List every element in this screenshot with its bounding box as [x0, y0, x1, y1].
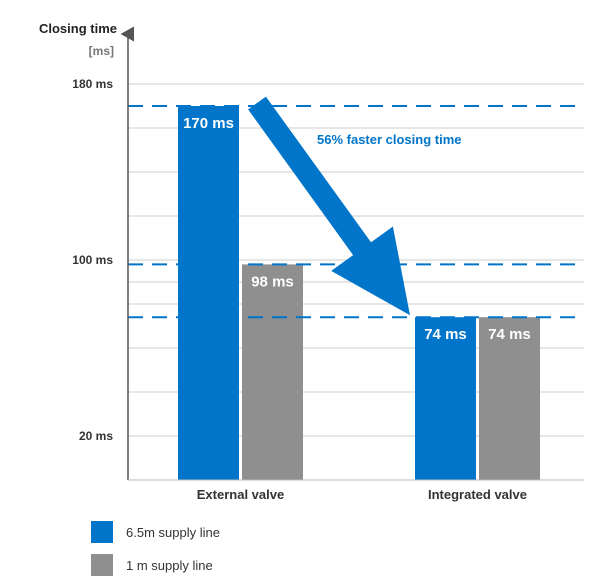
- bar: [479, 317, 540, 480]
- y-tick-label: 20 ms: [79, 429, 113, 443]
- data-label: 170 ms: [183, 115, 234, 132]
- bar: [178, 106, 239, 480]
- y-tick-label: 180 ms: [72, 77, 113, 91]
- data-label: 98 ms: [251, 273, 294, 290]
- data-labels: 170 ms 98 ms 74 ms 74 ms: [183, 115, 531, 343]
- arrow-layer: [248, 96, 410, 316]
- annotation-text: 56% faster closing time: [317, 132, 462, 147]
- data-label: 74 ms: [488, 326, 531, 343]
- bar: [415, 317, 476, 480]
- legend-swatch-6-5m: [91, 521, 113, 543]
- data-label: 74 ms: [424, 326, 467, 343]
- legend-label-6-5m: 6.5m supply line: [126, 525, 220, 540]
- bar: [242, 264, 303, 480]
- category-label: External valve: [197, 487, 284, 502]
- category-labels: External valve Integrated valve: [197, 487, 527, 502]
- y-axis-label: Closing time: [39, 21, 117, 36]
- y-axis-unit: [ms]: [89, 44, 114, 58]
- faster-arrow: [248, 96, 410, 316]
- legend-swatch-1m: [91, 554, 113, 576]
- bars: [178, 106, 540, 480]
- y-tick-label: 100 ms: [72, 253, 113, 267]
- y-ticks: 180 ms 100 ms 20 ms: [72, 77, 113, 443]
- legend: 6.5m supply line 1 m supply line: [91, 521, 220, 576]
- category-label: Integrated valve: [428, 487, 527, 502]
- legend-label-1m: 1 m supply line: [126, 558, 213, 573]
